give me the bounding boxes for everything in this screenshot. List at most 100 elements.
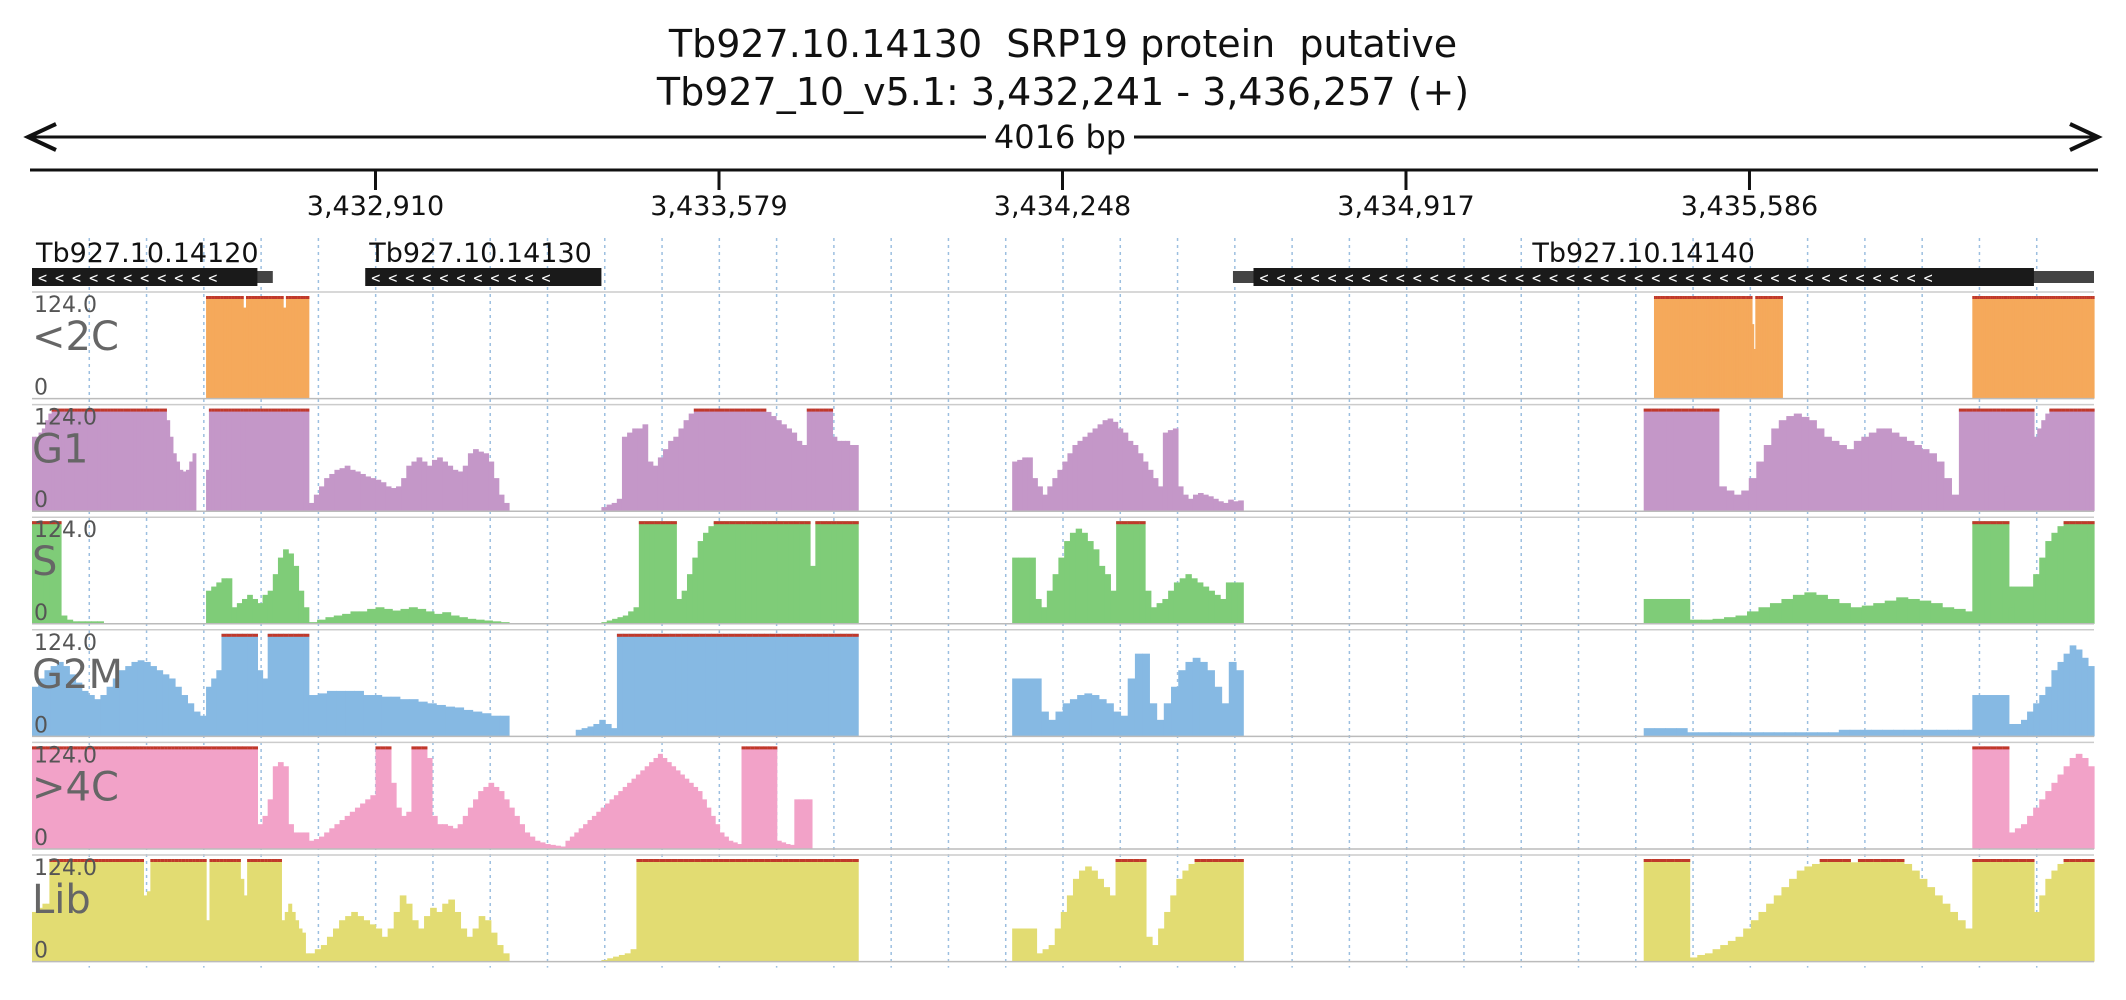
coverage-bar xyxy=(681,590,688,624)
clip-marker xyxy=(828,633,836,637)
clip-marker xyxy=(1999,296,2003,299)
coverage-bar xyxy=(1017,459,1023,512)
clip-marker xyxy=(223,408,227,412)
clip-marker xyxy=(740,521,747,525)
coverage-bar xyxy=(37,521,45,624)
coverage-bar xyxy=(1158,928,1165,962)
coverage-bar xyxy=(683,420,690,512)
clip-marker xyxy=(303,633,310,637)
clip-marker xyxy=(1978,859,1986,862)
clip-marker xyxy=(1674,296,1677,299)
coverage-bar xyxy=(740,521,747,624)
x-tick-label: 3,433,579 xyxy=(650,191,787,222)
coverage-bar xyxy=(1665,296,1669,399)
coverage-bar xyxy=(809,565,816,624)
clip-marker xyxy=(153,859,158,862)
coverage-bar xyxy=(1819,859,1828,962)
coverage-bar xyxy=(252,746,259,849)
coverage-bar xyxy=(1062,703,1071,737)
coverage-bar xyxy=(1978,521,1986,624)
coverage-bar xyxy=(150,666,157,737)
clip-marker xyxy=(1735,296,1738,299)
coverage-bar xyxy=(1214,594,1221,624)
coverage-bar xyxy=(587,726,594,737)
coverage-bar xyxy=(98,859,103,962)
coverage-bar xyxy=(252,633,259,737)
coverage-bar xyxy=(354,471,361,512)
coverage-bar xyxy=(832,436,838,512)
clip-marker xyxy=(1984,859,1992,862)
coverage-bar xyxy=(1657,296,1660,399)
clip-marker xyxy=(783,521,790,525)
coverage-bar xyxy=(68,408,72,512)
clip-marker xyxy=(2012,296,2016,299)
coverage-bar xyxy=(698,408,705,512)
clip-marker xyxy=(1976,408,1982,412)
coverage-bar xyxy=(1756,461,1765,512)
clip-marker xyxy=(1115,859,1123,862)
coverage-bar xyxy=(1972,746,1979,849)
coverage-bar xyxy=(1110,590,1117,624)
coverage-bar xyxy=(1758,607,1771,624)
clip-marker xyxy=(58,408,63,412)
coverage-bar xyxy=(2008,728,2016,737)
coverage-bar xyxy=(2069,859,2077,962)
coverage-bar xyxy=(700,859,708,962)
coverage-bar xyxy=(133,408,138,512)
clip-marker xyxy=(759,746,765,750)
coverage-bar xyxy=(211,296,216,399)
coverage-bar xyxy=(1876,428,1885,512)
coverage-bar xyxy=(396,807,402,849)
coverage-bar xyxy=(1117,428,1124,512)
clip-marker xyxy=(1767,296,1770,299)
coverage-bar xyxy=(754,746,760,849)
clip-marker xyxy=(268,296,273,299)
coverage-bar xyxy=(240,878,245,962)
coverage-bar xyxy=(2051,296,2055,399)
clip-marker xyxy=(101,859,106,862)
coverage-bar xyxy=(498,494,505,512)
coverage-bar xyxy=(724,521,731,624)
coverage-bar xyxy=(405,903,413,962)
coverage-bar xyxy=(478,451,484,512)
clip-marker xyxy=(769,633,777,637)
coverage-bar xyxy=(794,799,800,849)
coverage-bar xyxy=(217,296,221,399)
coverage-bar xyxy=(1686,296,1689,399)
coverage-bar xyxy=(834,633,842,737)
coverage-bar xyxy=(326,690,337,737)
clip-marker xyxy=(723,859,731,862)
clip-marker xyxy=(1711,296,1714,299)
coverage-bar xyxy=(660,521,667,624)
coverage-bar xyxy=(621,436,628,512)
clip-marker xyxy=(178,746,183,750)
clip-marker xyxy=(171,746,176,750)
clip-marker xyxy=(143,408,148,412)
coverage-bar xyxy=(2035,296,2038,399)
coverage-bar xyxy=(462,815,469,849)
coverage-bar xyxy=(314,949,322,962)
coverage-bar xyxy=(206,920,211,962)
coverage-bar xyxy=(1097,424,1104,512)
clip-marker xyxy=(421,746,428,750)
clip-marker xyxy=(772,521,779,525)
coverage-bar xyxy=(192,746,197,849)
coverage-bar xyxy=(852,521,859,624)
coverage-bar xyxy=(288,296,293,399)
coverage-bar xyxy=(688,859,696,962)
coverage-bar xyxy=(1972,859,1979,962)
coverage-bar xyxy=(646,633,653,737)
coverage-bar xyxy=(2012,490,2018,512)
coverage-bar xyxy=(87,695,95,737)
coverage-bar xyxy=(688,413,695,512)
coverage-bar xyxy=(149,408,154,512)
coverage-bar xyxy=(831,521,838,624)
coverage-bar xyxy=(214,408,219,512)
coverage-bar xyxy=(380,746,387,849)
clip-marker xyxy=(277,296,281,299)
coverage-bar xyxy=(450,615,460,624)
coverage-bar xyxy=(317,619,327,624)
coverage-bar xyxy=(132,859,138,962)
coverage-bar xyxy=(308,502,315,512)
coverage-bar xyxy=(1142,461,1149,512)
